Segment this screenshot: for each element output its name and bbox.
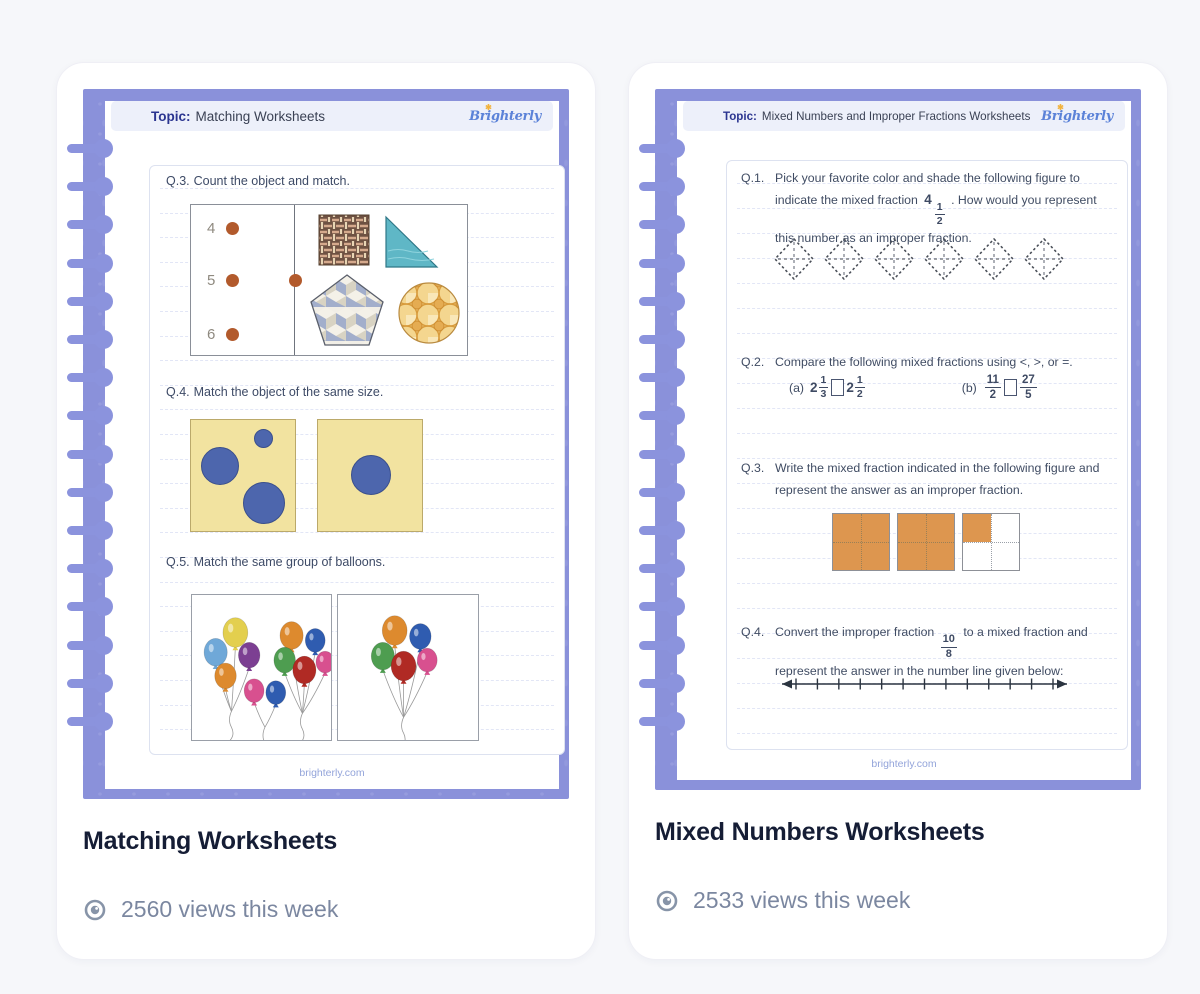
balloon-group-box-right: [337, 594, 479, 748]
size-match-box-left: [190, 419, 296, 532]
fraction-square: [832, 513, 890, 571]
brighterly-logo: ✱ Brighterly: [1041, 101, 1113, 124]
blue-circle-small: [254, 429, 273, 448]
match-number-row: 6: [207, 326, 240, 343]
match-number-row: 4: [207, 220, 240, 237]
worksheet-preview-mixed-numbers[interactable]: Topic: Mixed Numbers and Improper Fracti…: [639, 89, 1141, 790]
questions-panel: Q.3. Count the object and match. 4 5 6: [149, 165, 565, 755]
worksheet-card-matching[interactable]: Topic: Matching Worksheets ✱ Brighterly Q…: [56, 62, 596, 960]
patterned-circle-shape: [398, 282, 460, 344]
match-number-row: 5: [207, 272, 240, 289]
worksheet-topic-header: Topic: Mixed Numbers and Improper Fracti…: [683, 101, 1125, 131]
match-numbers-column: 4 5 6: [191, 205, 295, 355]
match-shapes: [296, 205, 468, 360]
blue-circle-large: [243, 482, 285, 524]
question-q1: Q.1. Pick your favorite color and shade …: [741, 171, 1097, 246]
diamond-shape: [773, 237, 815, 281]
eye-icon: [84, 899, 106, 920]
number-line: [772, 673, 1077, 700]
diamond-shape: [923, 237, 965, 281]
worksheet-sheet: Topic: Matching Worksheets ✱ Brighterly Q…: [105, 101, 565, 789]
sun-sparkle-icon: ✱: [485, 101, 492, 112]
card-title[interactable]: Matching Worksheets: [83, 827, 338, 855]
card-title[interactable]: Mixed Numbers Worksheets: [655, 818, 985, 846]
blue-circle-medium: [351, 455, 391, 495]
question-q4: Q.4. Convert the improper fraction 10 8 t…: [741, 625, 1088, 679]
worksheet-site-footer: brighterly.com: [299, 767, 365, 779]
match-dot: [226, 328, 240, 341]
worksheet-site-footer: brighterly.com: [871, 758, 937, 770]
answer-box: [1003, 379, 1017, 397]
worksheet-sheet: Topic: Mixed Numbers and Improper Fracti…: [677, 101, 1131, 780]
shade-diamonds-row: [773, 237, 1065, 281]
blue-circle-medium: [201, 447, 239, 485]
eye-icon: [656, 890, 678, 911]
size-match-box-right: [317, 419, 423, 532]
question-q5: Q.5. Match the same group of balloons.: [166, 555, 386, 569]
diamond-shape: [973, 237, 1015, 281]
fraction-square: [897, 513, 955, 571]
diamond-shape: [823, 237, 865, 281]
match-dot: [226, 274, 240, 287]
question-q3: Q.3. Write the mixed fraction indicated …: [741, 461, 1100, 497]
views-text: 2533 views this week: [693, 887, 911, 913]
diamond-shape: [1023, 237, 1065, 281]
question-q4: Q.4. Match the object of the same size.: [166, 385, 384, 399]
views-row: 2533 views this week: [655, 887, 1141, 914]
question-q2: Q.2. Compare the following mixed fractio…: [741, 355, 1073, 369]
teal-triangle-shape: [385, 215, 439, 268]
answer-box: [831, 379, 845, 397]
fraction-square: [962, 513, 1020, 571]
count-and-match-table: 4 5 6: [190, 204, 468, 356]
patterned-pentagon-shape: [310, 274, 384, 346]
views-text: 2560 views this week: [121, 896, 339, 922]
diamond-shape: [873, 237, 915, 281]
fraction-squares-row: [832, 513, 1020, 571]
topic-label: Topic:: [723, 109, 757, 123]
balloon-group-box-left: [191, 594, 335, 754]
sun-sparkle-icon: ✱: [1057, 101, 1064, 112]
question-q3: Q.3. Count the object and match.: [166, 174, 350, 188]
topic-title: Matching Worksheets: [195, 108, 326, 124]
brighterly-logo: ✱ Brighterly: [469, 101, 541, 124]
worksheet-preview-matching[interactable]: Topic: Matching Worksheets ✱ Brighterly Q…: [67, 89, 569, 799]
match-dot: [289, 274, 302, 287]
match-dot: [226, 222, 240, 235]
topic-label: Topic:: [151, 108, 191, 124]
worksheet-card-mixed-numbers[interactable]: Topic: Mixed Numbers and Improper Fracti…: [628, 62, 1168, 960]
worksheet-topic-header: Topic: Matching Worksheets ✱ Brighterly: [111, 101, 553, 131]
views-row: 2560 views this week: [83, 896, 569, 923]
topic-title: Mixed Numbers and Improper Fractions Wor…: [761, 109, 1031, 123]
patterned-square-shape: [318, 214, 370, 266]
questions-panel: Q.1. Pick your favorite color and shade …: [726, 160, 1128, 750]
